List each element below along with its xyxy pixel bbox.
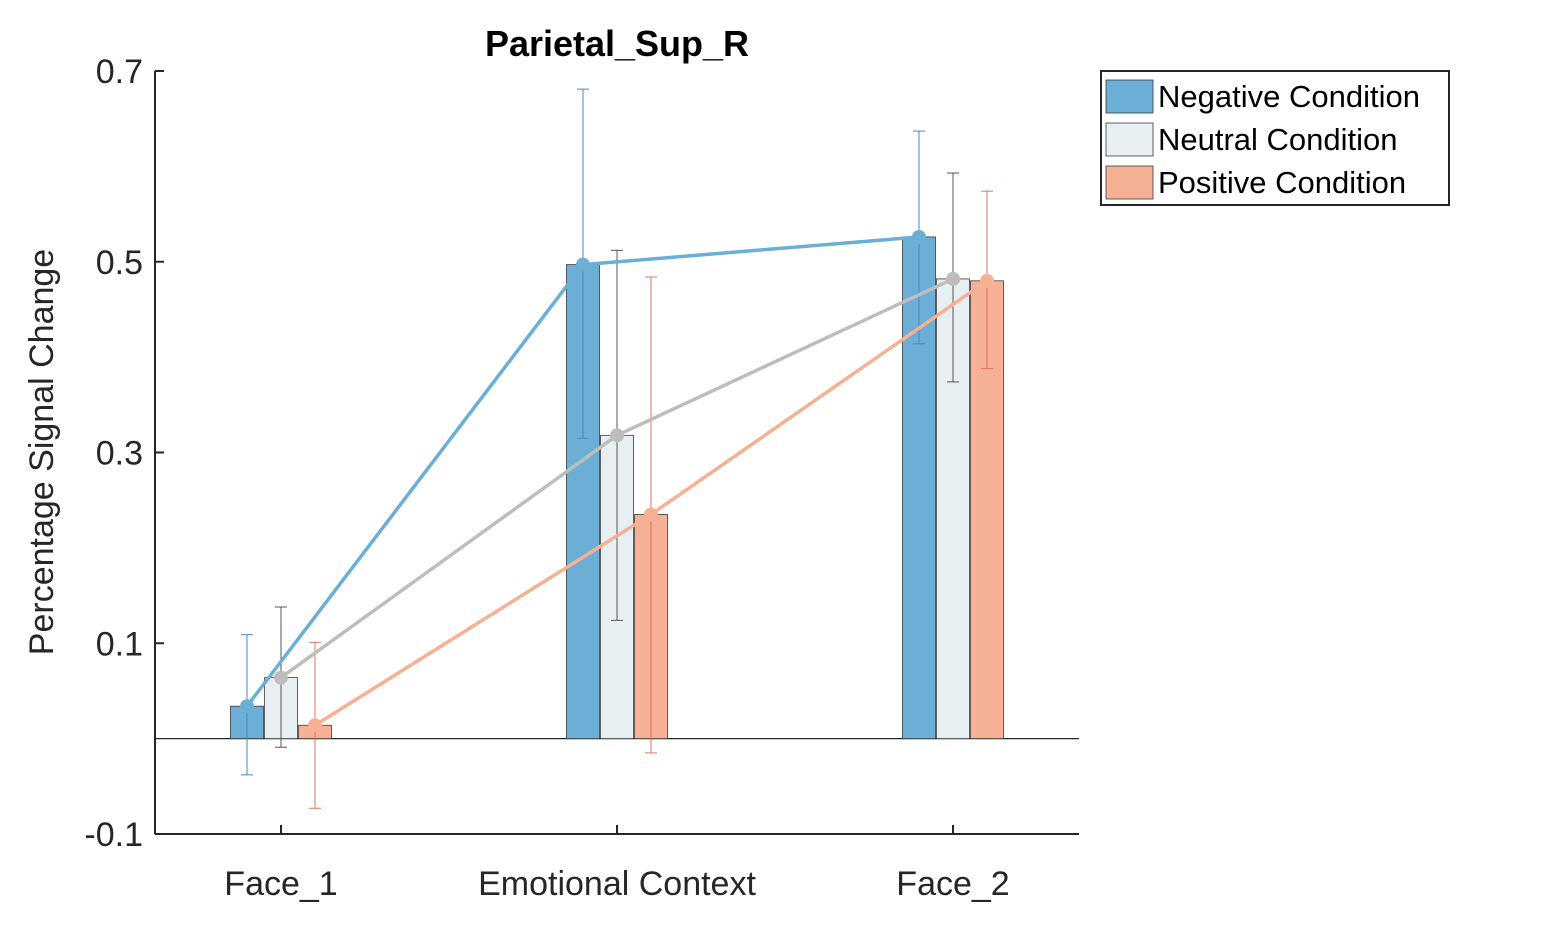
- legend-label: Negative Condition: [1158, 79, 1420, 114]
- data-point: [610, 428, 624, 443]
- chart-title: Parietal_Sup_R: [485, 23, 749, 64]
- plot-area: -0.1 0.1 0.3 0.5 0.7 Face_1 Emotional Context F…: [84, 53, 1079, 903]
- x-tick-label: Emotional Context: [478, 865, 756, 903]
- y-tick-label: 0.5: [96, 244, 143, 282]
- data-point: [308, 718, 322, 733]
- y-tick-label: 0.1: [96, 625, 143, 663]
- legend-swatch: [1105, 165, 1154, 200]
- legend-label: Neutral Condition: [1158, 122, 1398, 157]
- data-point: [274, 670, 288, 685]
- x-tick-label: Face_1: [224, 865, 337, 903]
- y-tick-label: 0.7: [96, 53, 143, 91]
- legend: Negative Condition Neutral Condition Posit…: [1100, 70, 1450, 206]
- data-point: [576, 257, 590, 272]
- data-point: [946, 271, 960, 286]
- y-axis-title: Percentage Signal Change: [23, 249, 61, 655]
- x-tick-label: Face_2: [896, 865, 1009, 903]
- data-point: [644, 507, 658, 522]
- legend-swatch: [1105, 79, 1154, 114]
- legend-swatch: [1105, 122, 1154, 157]
- legend-label: Positive Condition: [1158, 165, 1406, 200]
- data-point: [980, 273, 994, 288]
- data-point: [912, 229, 926, 244]
- data-point: [240, 699, 254, 714]
- legend-box: [1100, 70, 1450, 206]
- y-tick-label: -0.1: [84, 816, 143, 854]
- y-tick-label: 0.3: [96, 435, 143, 473]
